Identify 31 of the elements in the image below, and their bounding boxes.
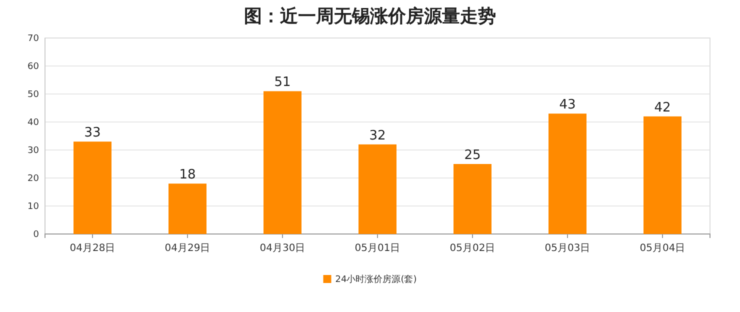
- y-tick-label: 40: [28, 118, 40, 128]
- bar: [454, 164, 492, 234]
- data-label: 33: [84, 126, 101, 141]
- y-tick-label: 60: [28, 62, 40, 72]
- x-tick-label: 05月04日: [640, 243, 686, 254]
- legend-label: 24小时涨价房源(套): [335, 274, 417, 285]
- bar: [358, 144, 396, 234]
- data-label: 32: [369, 128, 386, 144]
- x-tick-label: 04月30日: [260, 243, 306, 254]
- data-label: 25: [464, 148, 481, 163]
- y-tick-label: 0: [33, 230, 40, 240]
- bar: [644, 116, 682, 234]
- data-label: 51: [274, 75, 291, 90]
- y-tick-label: 30: [28, 146, 40, 156]
- bar: [264, 91, 302, 234]
- bar: [548, 114, 586, 234]
- chart-title: 图：近一周无锡涨价房源量走势: [244, 6, 496, 27]
- y-tick-label: 10: [28, 202, 40, 212]
- x-tick-label: 05月01日: [354, 243, 400, 254]
- x-tick-label: 04月29日: [164, 243, 210, 254]
- x-tick-label: 05月03日: [544, 243, 590, 254]
- x-tick-label: 04月28日: [70, 243, 116, 254]
- bar: [168, 184, 206, 234]
- data-label: 43: [559, 98, 576, 113]
- bar: [74, 142, 112, 234]
- y-tick-label: 70: [28, 34, 40, 44]
- y-tick-label: 50: [28, 90, 40, 100]
- data-label: 18: [179, 168, 196, 183]
- y-tick-label: 20: [28, 174, 40, 184]
- x-tick-label: 05月02日: [450, 243, 496, 254]
- data-label: 42: [654, 100, 671, 116]
